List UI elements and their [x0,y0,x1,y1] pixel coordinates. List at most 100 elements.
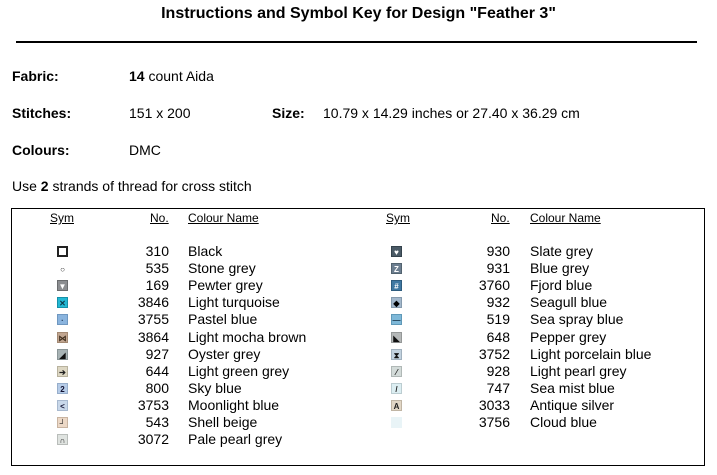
colour-name: Light porcelain blue [530,345,652,362]
colour-name: Pastel blue [188,311,258,328]
colour-name: Slate grey [530,243,594,259]
dmc-number: 3752 [478,345,510,362]
slash-pair-icon: ⁄ [391,365,402,377]
colour-name: Light mocha brown [188,328,307,345]
z-icon: Z [391,263,402,275]
size-label: Size: [272,105,305,121]
header-no-left: No. [150,211,169,225]
colour-name: Pepper grey [530,328,607,345]
strands-count: 2 [40,178,49,194]
colour-name: Sky blue [188,379,242,396]
header-name-left: Colour Name [188,211,259,225]
hourglass-icon: ⧗ [391,348,402,360]
dash-icon: — [391,314,402,326]
dmc-number: 310 [145,243,169,259]
a-icon: A [391,399,402,411]
key-row: A 3033 Antique silver [0,397,717,414]
key-row: ◆ 932 Seagull blue [0,294,717,311]
colour-name: Sea mist blue [530,379,615,396]
dmc-number: 930 [486,243,510,259]
symbol-key-table [11,208,705,466]
key-row: ◢ 927 Oyster grey [0,346,717,363]
key-row: <3753 Moonlight blue [0,397,717,414]
cross-icon: ✕ [57,297,68,309]
hash-icon: # [391,280,402,292]
two-icon: 2 [57,382,68,394]
dmc-number: 3760 [478,277,510,294]
dmc-number: 3756 [478,414,510,430]
dmc-number: 932 [486,294,510,311]
colour-name: Moonlight blue [188,396,280,413]
colour-name: Seagull blue [530,294,608,311]
dmc-number: 519 [486,311,510,328]
heart-icon: ♥ [391,246,402,257]
dmc-number: 3864 [137,328,169,345]
key-row: 2 800 Sky blue [0,380,717,397]
dmc-number: 644 [145,362,169,379]
page-title: Instructions and Symbol Key for Design "… [161,5,556,22]
size-value: 10.79 x 14.29 inches or 27.40 x 36.29 cm [323,105,580,121]
stitches-value: 151 x 200 [129,105,191,121]
dmc-number: 3033 [478,396,510,413]
corner-triangle-icon: ◢ [57,348,68,360]
dmc-number: 543 [145,414,169,430]
colour-name: Black [188,243,223,259]
colour-name: Blue grey [530,260,590,277]
header-name-right: Colour Name [530,211,601,225]
dmc-number: 931 [486,260,510,277]
colours-value: DMC [129,142,161,158]
colour-name: Shell beige [188,414,258,430]
dmc-number: 169 [145,277,169,294]
key-row: / 747 Sea mist blue [0,380,717,397]
key-row: 3756 Cloud blue [0,414,717,431]
dmc-number: 927 [145,345,169,362]
colour-name: Cloud blue [530,414,597,430]
key-row: · 3755 Pastel blue [0,311,717,328]
fabric-count: 14 [129,68,145,84]
colours-label: Colours: [12,142,70,158]
key-row: ⁄ 928 Light pearl grey [0,363,717,380]
dmc-number: 535 [145,260,169,277]
colour-name: Antique silver [530,396,615,413]
triangle-corner-icon: ◣ [391,331,402,343]
bowtie-icon: ⋈ [57,331,68,343]
dmc-number: 800 [145,379,169,396]
key-row: — 519 Sea spray blue [0,311,717,328]
colour-name: Light pearl grey [530,362,627,379]
strands-instruction: Use 2 strands of thread for cross stitch [12,178,252,194]
diamond-icon: ◆ [391,297,402,309]
dmc-number: 747 [486,379,510,396]
colour-name: Sea spray blue [530,311,624,328]
key-row: ⋈ 3864 Light mocha brown [0,329,717,346]
colour-name: Fjord blue [530,277,593,294]
square-outline-icon [57,246,68,257]
strands-post: strands of thread for cross stitch [52,178,252,194]
key-row: #3760 Fjord blue [0,277,717,294]
key-row: ✕ 3846 Light turquoise [0,294,717,311]
dmc-number: 3753 [137,396,169,413]
key-row: ◣ 648 Pepper grey [0,329,717,346]
circle-icon: ○ [57,263,68,275]
key-row: ∩ 3072 Pale pearl grey [0,431,717,448]
fabric-type: count Aida [148,68,214,84]
header-sym-left: Sym [50,211,74,225]
blank-swatch-icon [391,417,402,428]
fabric-label: Fabric: [12,68,59,84]
colour-name: Light turquoise [188,294,280,311]
strands-pre: Use [12,178,37,194]
dmc-number: 3846 [137,294,169,311]
dot-icon: · [57,314,68,326]
corner-icon: ┘ [57,417,68,428]
colour-name: Pewter grey [188,277,263,294]
key-row: ▼ 169 Pewter grey [0,277,717,294]
dmc-number: 3755 [137,311,169,328]
colour-name: Pale pearl grey [188,431,283,448]
colour-name: Oyster grey [188,345,261,362]
dmc-number: 3072 [137,431,169,448]
key-row: ♥ 930 Slate grey [0,243,717,260]
title-divider [16,41,697,43]
key-row: 310 Black [0,243,717,260]
key-row: ○ 535 Stone grey [0,260,717,277]
key-row: ➔ 644 Light green grey [0,363,717,380]
header-no-right: No. [491,211,510,225]
